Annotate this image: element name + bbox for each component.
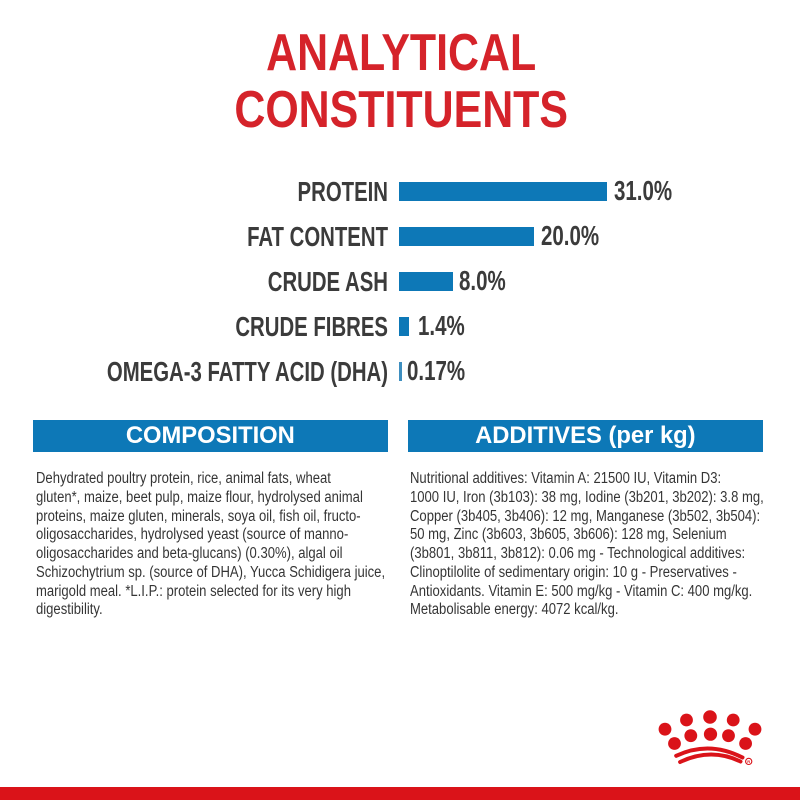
svg-text:R: R	[747, 759, 750, 764]
